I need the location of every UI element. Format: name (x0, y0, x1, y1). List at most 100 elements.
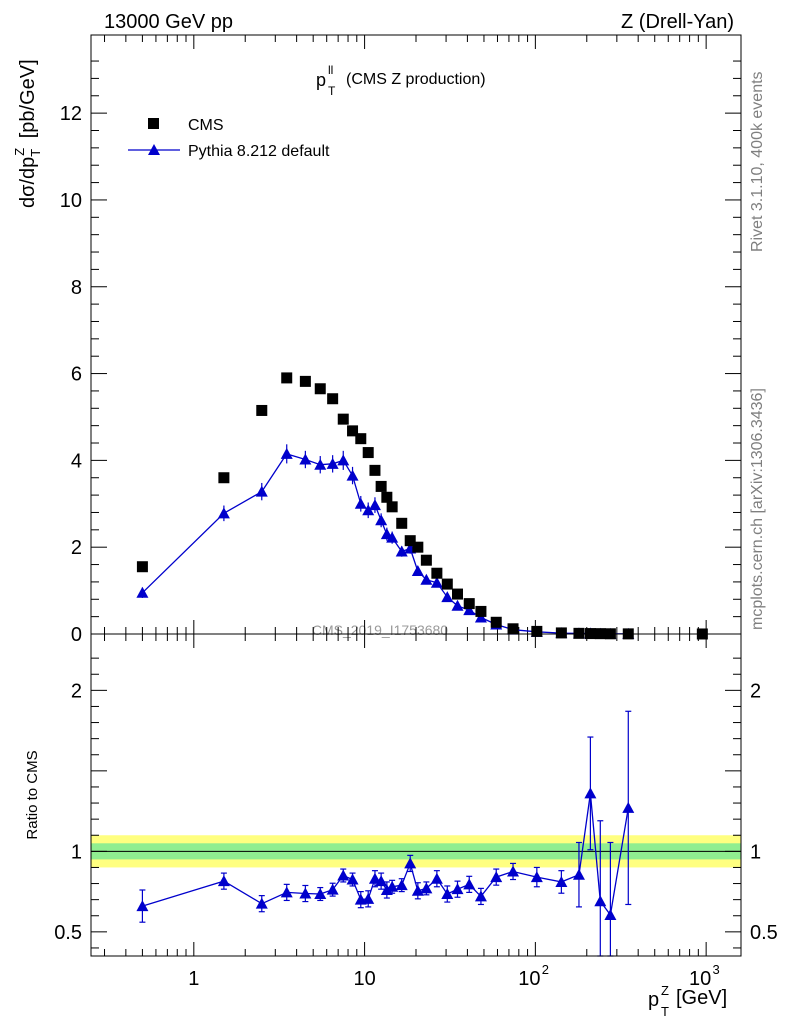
title-text: (CMS Z production) (346, 71, 486, 88)
cms-point (281, 372, 293, 384)
mc-point (255, 485, 268, 497)
ratio-ytick-label-right: 2 (750, 680, 761, 702)
ratio-xtick-label: 10 (689, 968, 711, 990)
ratio-xtick-label: 10 (353, 968, 375, 990)
cms-point (369, 464, 381, 476)
mc-point (441, 591, 454, 603)
ratio-mc-point (441, 888, 454, 900)
ratio-mc-point (474, 890, 487, 902)
ratio-mc-point (314, 888, 327, 900)
cms-point (555, 627, 567, 639)
ratio-mc-point (368, 872, 381, 884)
ratio-mc-point (584, 787, 597, 799)
cms-point (531, 625, 543, 637)
xlabel-sup: Z (661, 983, 669, 998)
ratio-mc-point (622, 801, 635, 813)
main-ytick-label: 6 (71, 364, 82, 386)
main-panel: CMS_2019_I1753680 0 2 4 6 8 10 12 p ll T (CMS … (12, 34, 742, 646)
cms-point (431, 567, 443, 579)
cms-point (573, 627, 585, 639)
main-ytick-label: 2 (71, 537, 82, 559)
ratio-mc-point (395, 879, 408, 891)
cms-point (420, 554, 432, 566)
ratio-mc-point (572, 868, 585, 880)
ratio-mc-point (404, 857, 417, 869)
title-sup: ll (328, 63, 333, 77)
mc-point (354, 497, 367, 509)
ratio-mc-point (490, 871, 503, 883)
ratio-mc-point (299, 887, 312, 899)
ylabel-prefix: dσ/dp (17, 157, 39, 208)
mc-point (411, 565, 424, 577)
mc-point (463, 604, 476, 616)
legend-mc-marker (148, 144, 160, 155)
legend-cms-marker (148, 118, 159, 129)
ratio-mc-point (375, 875, 388, 887)
mc-point (386, 531, 399, 543)
cms-point (299, 375, 311, 387)
ratio-mc-point (463, 878, 476, 890)
cms-point (337, 413, 349, 425)
plot-title: p ll T (CMS Z production) (316, 63, 486, 98)
mc-point (395, 545, 408, 557)
xlabel-sub: T (661, 1004, 669, 1019)
cms-point (314, 383, 326, 395)
title-sub: T (328, 84, 336, 98)
cms-point (381, 491, 393, 503)
legend-cms-label: CMS (188, 117, 224, 134)
mc-point (346, 469, 359, 481)
ratio-mc-point (280, 886, 293, 898)
mc-point (474, 611, 487, 623)
ratio-mc-point (346, 873, 359, 885)
cms-point (452, 588, 464, 600)
ratio-mc-point (136, 900, 149, 912)
cms-point (475, 605, 487, 617)
ratio-mc-point (555, 875, 568, 887)
ratio-ytick-label: 1 (71, 841, 82, 863)
ratio-xtick-label: 10 (518, 968, 540, 990)
main-ytick-label: 10 (60, 190, 82, 212)
mc-point (299, 453, 312, 465)
ratio-mc-point (337, 869, 350, 881)
title-symbol: p (316, 70, 326, 90)
mc-point (430, 576, 443, 588)
mc-point (136, 586, 149, 598)
mc-point (375, 514, 388, 526)
ratio-mc-point (380, 883, 393, 895)
cms-point (136, 561, 148, 573)
main-ytick-label: 8 (71, 277, 82, 299)
cms-point (355, 433, 367, 445)
ratio-mc-point (430, 872, 443, 884)
mc-point (337, 454, 350, 466)
ratio-mc-point (594, 895, 607, 907)
cms-point (375, 480, 387, 492)
ratio-panel: 1 10 10 2 10 30.5 0.51 12 2 Ratio to CMS (24, 633, 778, 990)
ratio-xtick-exp: 3 (713, 962, 720, 977)
ratio-mc-point (386, 880, 399, 892)
mc-point (280, 447, 293, 459)
mc-point (362, 504, 375, 516)
mc-line (141, 453, 629, 635)
cms-point (362, 447, 374, 459)
ratio-mc-point (411, 884, 424, 896)
main-ytick-label: 0 (71, 624, 82, 646)
ratio-ytick-label: 0.5 (54, 922, 82, 944)
mc-point (420, 573, 433, 585)
cms-point (256, 404, 268, 416)
cms-point (441, 578, 453, 590)
cms-point (412, 541, 424, 553)
cms-point (463, 598, 475, 610)
legend: CMS Pythia 8.212 default (128, 117, 330, 160)
ratio-mc-point (420, 882, 433, 894)
watermark: CMS_2019_I1753680 (312, 622, 448, 638)
ratio-ytick-label-right: 0.5 (750, 922, 778, 944)
cms-point (507, 623, 519, 635)
mc-point (451, 599, 464, 611)
ratio-xtick-label: 1 (188, 968, 199, 990)
header-right: Z (Drell-Yan) (621, 11, 734, 33)
main-ytick-label: 4 (71, 450, 82, 472)
cms-point (404, 535, 416, 547)
legend-mc-label: Pythia 8.212 default (188, 143, 330, 160)
cms-point (386, 501, 398, 513)
xlabel-unit: [GeV] (676, 987, 727, 1009)
